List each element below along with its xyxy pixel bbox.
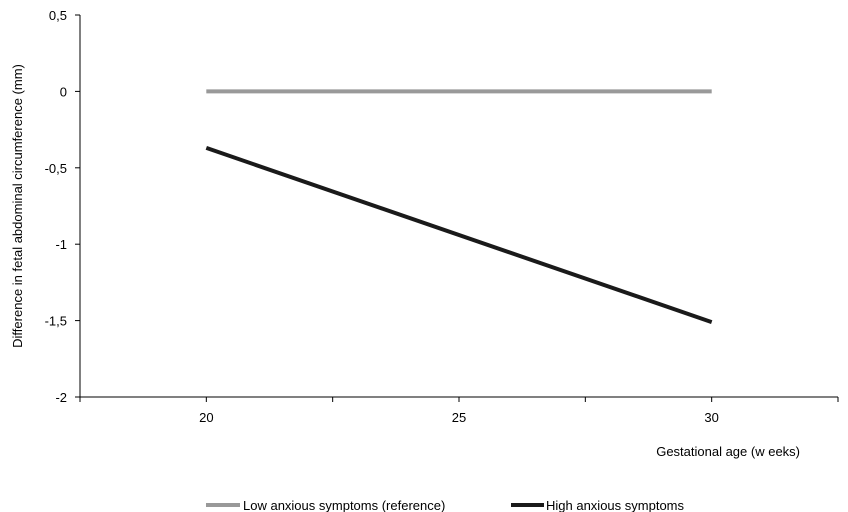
x-tick-label: 25 bbox=[452, 410, 466, 425]
x-axis-title: Gestational age (w eeks) bbox=[656, 444, 800, 459]
axes: 0,5 0 -0,5 -1 -1,5 -2 20 25 30 Gestational age (w… bbox=[10, 8, 839, 459]
legend-label-0: Low anxious symptoms (reference) bbox=[243, 498, 445, 512]
x-tick-label: 30 bbox=[704, 410, 718, 425]
legend: Low anxious symptoms (reference) High anx… bbox=[206, 498, 684, 512]
y-tick-label: -1,5 bbox=[45, 314, 67, 329]
y-tick-label: -2 bbox=[55, 390, 67, 405]
series-line-1 bbox=[205, 146, 713, 324]
y-tick-label: -1 bbox=[55, 237, 67, 252]
y-tick-label: -0,5 bbox=[45, 161, 67, 176]
x-tick-label: 20 bbox=[199, 410, 213, 425]
y-tick-label: 0 bbox=[60, 84, 67, 99]
legend-label-1: High anxious symptoms bbox=[546, 498, 684, 512]
y-tick-label: 0,5 bbox=[49, 8, 67, 23]
y-axis-title: Difference in fetal abdominal circumfere… bbox=[10, 64, 25, 348]
series-lines bbox=[205, 89, 713, 324]
